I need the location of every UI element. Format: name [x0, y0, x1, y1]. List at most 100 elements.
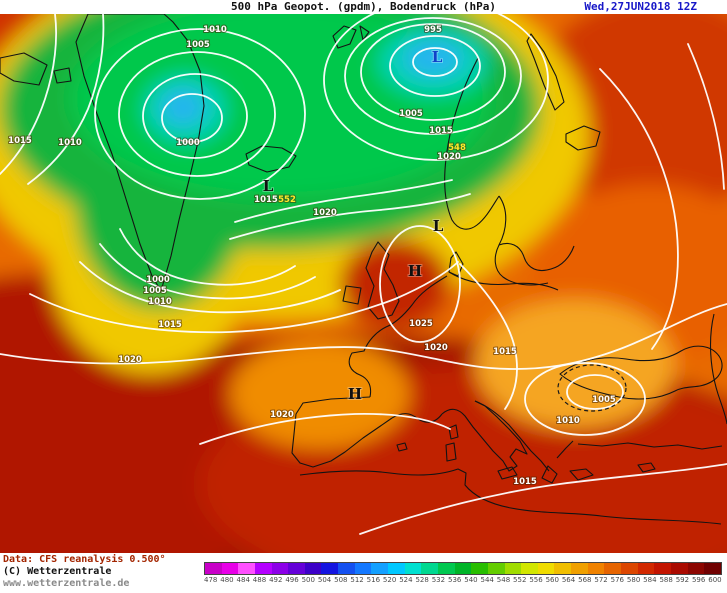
colorbar-segment	[670, 563, 688, 574]
colorbar-segment	[471, 563, 488, 574]
isobar-layer	[0, 0, 727, 535]
colorbar-tick-label: 512	[350, 576, 364, 584]
colorbar-tick-label: 478	[204, 576, 218, 584]
isobar-label: 1010	[556, 416, 580, 426]
isobar-label: 1020	[270, 410, 294, 420]
colorbar-tick-label: 496	[285, 576, 299, 584]
colorbar-tick-label: 492	[269, 576, 283, 584]
colorbar-segment	[537, 563, 555, 574]
colorbar-tick-label: 504	[317, 576, 332, 584]
colorbar-tick-label: 516	[366, 576, 381, 584]
colorbar-segment	[487, 563, 505, 574]
isobar-label: 1025	[409, 319, 433, 329]
pressure-center-L: L	[263, 177, 274, 195]
colorbar-tick-label: 548	[496, 576, 511, 584]
colorbar-tick-label: 572	[594, 576, 608, 584]
colorbar-segment	[554, 563, 572, 574]
colorbar-segment	[354, 563, 372, 574]
colorbar-tick-label: 488	[252, 576, 267, 584]
coastline-layer	[0, 13, 727, 525]
colorbar-segment	[238, 563, 255, 574]
colorbar-segment	[404, 563, 422, 574]
data-source-text: Data: CFS reanalysis 0.500°	[3, 554, 166, 565]
isobar-label: 1015	[493, 347, 517, 357]
colorbar-segment	[454, 563, 472, 574]
colorbar-tick-label: 520	[382, 576, 397, 584]
geopotential-label: 552	[278, 195, 296, 205]
colorbar-segment	[388, 563, 405, 574]
pressure-center-H: H	[408, 262, 422, 280]
colorbar-tick-label: 560	[545, 576, 559, 584]
website-text: www.wetterzentrale.de	[3, 578, 130, 589]
colorbar-segment	[288, 563, 305, 574]
colorbar-tick-label: 536	[447, 576, 462, 584]
colorbar-tick-label: 480	[220, 576, 234, 584]
colorbar-segment	[338, 563, 355, 574]
colorbar-segment	[321, 563, 339, 574]
colorbar-segment	[687, 563, 705, 574]
colorbar-tick-label: 588	[659, 576, 673, 584]
colorbar-tick-label: 592	[675, 576, 690, 584]
pressure-center-L: L	[433, 217, 444, 235]
colorbar-tick-label: 556	[529, 576, 543, 584]
isobar-label: 1005	[399, 109, 423, 119]
colorbar-segment	[587, 563, 605, 574]
colorbar-tick-label: 596	[691, 576, 706, 584]
isobar-label: 1010	[148, 297, 172, 307]
geopotential-label: 548	[448, 143, 466, 153]
isobar-label: 1000	[146, 275, 170, 285]
isobar-label: 1020	[118, 355, 142, 365]
colorbar-tick-label: 528	[415, 576, 429, 584]
colorbar-tick-label: 540	[464, 576, 478, 584]
colorbar-tick-label: 484	[236, 576, 250, 584]
isobar-label: 1005	[143, 286, 167, 296]
map-title: 500 hPa Geopot. (gpdm), Bodendruck (hPa)	[231, 0, 496, 13]
colorbar-tick-label: 600	[708, 576, 722, 584]
pressure-center-H: H	[348, 385, 362, 403]
colorbar-segment	[521, 563, 538, 574]
isobar-label: 1015	[254, 195, 278, 205]
copyright-text: (C) Wetterzentrale	[3, 566, 112, 577]
isobar-label: 1020	[313, 208, 337, 218]
isobar-label: 1015	[429, 126, 453, 136]
colorbar-tick-label: 568	[578, 576, 592, 584]
isobar-label: 995	[424, 25, 442, 35]
trough-dashed-circle	[557, 364, 627, 412]
colorbar-segment	[571, 563, 588, 574]
isobar-label: 1005	[186, 40, 210, 50]
colorbar-segment	[604, 563, 622, 574]
colorbar-segment	[504, 563, 522, 574]
colorbar-segment	[271, 563, 289, 574]
isobar-label: 1020	[424, 343, 448, 353]
colorbar-segment	[254, 563, 272, 574]
colorbar-tick-label: 576	[610, 576, 625, 584]
colorbar-tick-label: 508	[334, 576, 348, 584]
colorbar-segment	[221, 563, 239, 574]
isobar-label: 1015	[513, 477, 537, 487]
colorbar-tick-label: 500	[301, 576, 315, 584]
colorbar-segment	[654, 563, 671, 574]
colorbar-segment	[437, 563, 455, 574]
colorbar-segment	[371, 563, 389, 574]
isobar-label: 1010	[203, 25, 227, 35]
pressure-center-L: L	[432, 48, 443, 66]
colorbar-segment	[304, 563, 322, 574]
isobar-label: 1010	[58, 138, 82, 148]
colorbar-tick-label: 532	[431, 576, 446, 584]
colorbar-segments	[204, 562, 722, 575]
map-footer: Data: CFS reanalysis 0.500° (C) Wetterze…	[0, 553, 727, 593]
isobar-label: 1015	[158, 320, 182, 330]
colorbar: 478 480 484 488 492 496 500 504 508 512 516 520 524 5…	[204, 562, 722, 584]
colorbar-tick-label: 580	[626, 576, 641, 584]
colorbar-segment	[704, 563, 721, 574]
colorbar-segment	[621, 563, 638, 574]
map-header: 500 hPa Geopot. (gpdm), Bodendruck (hPa)…	[0, 0, 727, 14]
isobar-label: 1005	[592, 395, 616, 405]
colorbar-tick-label: 564	[561, 576, 576, 584]
isobar-label: 1000	[176, 138, 200, 148]
